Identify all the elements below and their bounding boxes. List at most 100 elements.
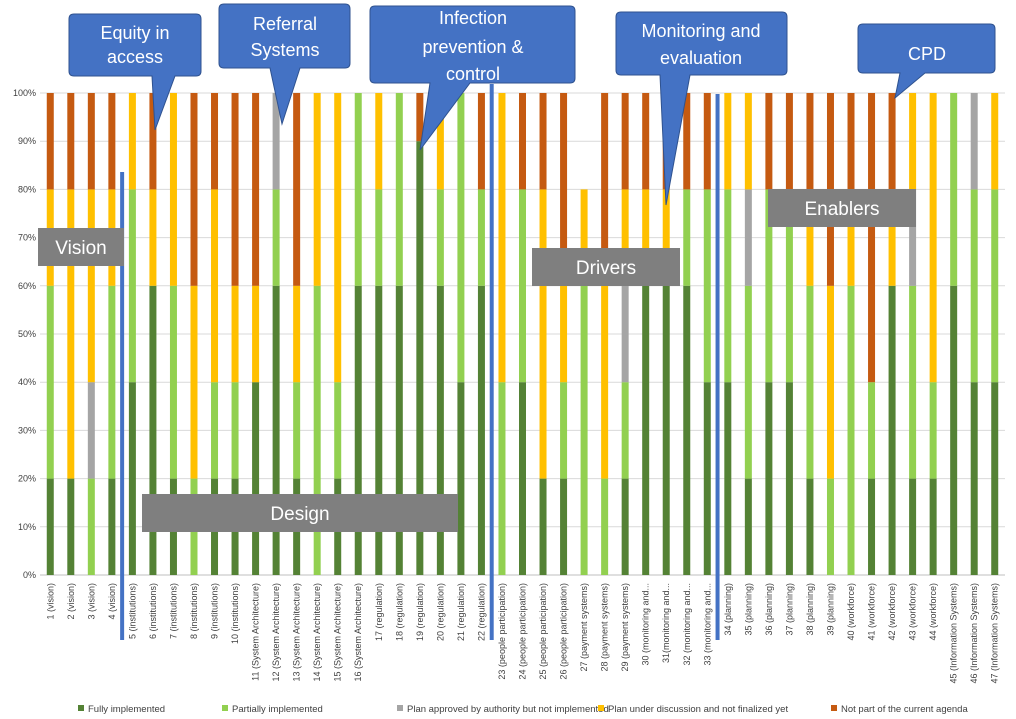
bar-segment [231, 93, 239, 286]
bar-segment [765, 382, 773, 575]
bar-segment [806, 478, 814, 575]
section-box-enablers: Enablers [768, 189, 916, 227]
bar-segment [744, 93, 752, 190]
x-tick-label: 8 (institutions) [189, 583, 199, 639]
bar-segment [744, 189, 752, 286]
bar-segment [560, 93, 568, 286]
bar-segment [724, 382, 732, 575]
bar-segment [642, 93, 650, 190]
x-tick-label: 47 (Information Systems) [990, 583, 1000, 684]
bar-segment [991, 93, 999, 190]
bar-segment [970, 382, 978, 575]
bar-segment [703, 189, 711, 383]
y-tick-label: 30% [18, 425, 36, 435]
callout-infection-line-2: prevention & [422, 37, 523, 57]
bar-segment [375, 93, 383, 190]
callout-monitoring-line-2: evaluation [660, 48, 742, 68]
callout-referral-systems: Referral Systems [218, 3, 351, 126]
bar-segment [354, 93, 362, 286]
x-tick-label: 13 (System Architecture) [292, 583, 302, 682]
bar-segment [785, 93, 793, 190]
bar-segment [375, 189, 383, 286]
x-tick-label: 1 (vision) [45, 583, 55, 620]
section-box-design: Design [142, 494, 458, 532]
callout-equity-line-1: Equity in [100, 23, 169, 43]
bar-segment [231, 382, 239, 479]
x-tick-label: 23 (people participation) [497, 583, 507, 680]
x-tick-label: 3 (vision) [86, 583, 96, 620]
bar-segment [601, 93, 609, 286]
bar-segment [560, 285, 568, 383]
bar-segment [149, 93, 157, 190]
bar-segment [847, 93, 855, 190]
legend-swatch [598, 705, 604, 711]
x-tick-label: 32 (monitoring and... [682, 583, 692, 666]
bar-segment [847, 285, 855, 575]
section-box-enablers-label: Enablers [805, 199, 880, 220]
legend-swatch [397, 705, 403, 711]
bar-segment [765, 189, 773, 383]
x-axis-labels: 1 (vision) 2 (vision) 3 (vision) 4 (vision)… [45, 583, 999, 684]
bar-segment [293, 382, 301, 479]
callout-cpd: CPD [857, 23, 996, 100]
x-tick-label: 36 (planning) [764, 583, 774, 636]
callout-cpd-label: CPD [908, 44, 946, 64]
bar-segment [621, 382, 629, 479]
bar-segment [970, 93, 978, 190]
bar-segment [436, 285, 444, 575]
bar-segment [888, 189, 896, 286]
bar-segment [929, 478, 937, 575]
y-tick-label: 10% [18, 522, 36, 532]
y-axis-ticks: 0% 10% 20% 30% 40% 50% 60% 70% 80% 90% 100% [13, 88, 36, 580]
y-tick-label: 90% [18, 136, 36, 146]
x-tick-label: 15 (System Architecture) [333, 583, 343, 682]
bar-segment [621, 285, 629, 383]
bar-segment [436, 189, 444, 286]
bar-segment [334, 382, 342, 479]
x-tick-label: 31(monitoring and... [661, 583, 671, 663]
bar-segment [826, 478, 834, 575]
bar-segment [539, 478, 547, 575]
bar-segment [785, 382, 793, 575]
callout-referral-line-1: Referral [253, 14, 317, 34]
callout-infection-line-1: Infection [439, 8, 507, 28]
bar-segment [847, 189, 855, 286]
x-tick-label: 2 (vision) [66, 583, 76, 620]
x-tick-label: 43 (workforce) [908, 583, 918, 641]
bar-segment [519, 382, 526, 575]
bar-segment [909, 285, 917, 479]
bar-segment [868, 478, 876, 575]
x-tick-label: 27 (payment systems) [579, 583, 589, 672]
bar-segment [395, 285, 403, 575]
legend-label: Fully implemented [88, 704, 165, 715]
bar-segment [642, 189, 650, 286]
bar-segment [477, 285, 485, 575]
legend-label: Plan under discussion and not finalized … [608, 704, 788, 715]
bar-segment [252, 285, 260, 383]
bar-segment [929, 382, 937, 479]
bar-segment [868, 382, 876, 479]
bar-segment [826, 285, 834, 479]
x-tick-label: 35 (planning) [743, 583, 753, 636]
bar-segment [683, 189, 691, 286]
x-tick-label: 37 (planning) [784, 583, 794, 636]
bar-segment [128, 382, 136, 575]
bar-segment [950, 93, 958, 286]
x-tick-label: 42 (workforce) [887, 583, 897, 641]
bar-segment [703, 382, 711, 575]
legend-swatch [222, 705, 228, 711]
bar-segment [313, 285, 321, 575]
bar-segment [231, 285, 239, 383]
y-tick-label: 80% [18, 184, 36, 194]
bar-segment [642, 285, 650, 575]
x-tick-label: 12 (System Architecture) [271, 583, 281, 682]
y-tick-label: 20% [18, 474, 36, 484]
bar-segment [128, 93, 136, 190]
legend: Fully implemented Partially implemented Pl… [78, 704, 968, 715]
legend-label: Not part of the current agenda [841, 704, 968, 715]
x-tick-label: 9 (institutions) [210, 583, 220, 639]
bar-segment [293, 285, 301, 383]
x-tick-label: 17 (regulation) [374, 583, 384, 641]
x-tick-label: 38 (planning) [805, 583, 815, 636]
x-tick-label: 45 (Information Systems) [949, 583, 959, 684]
